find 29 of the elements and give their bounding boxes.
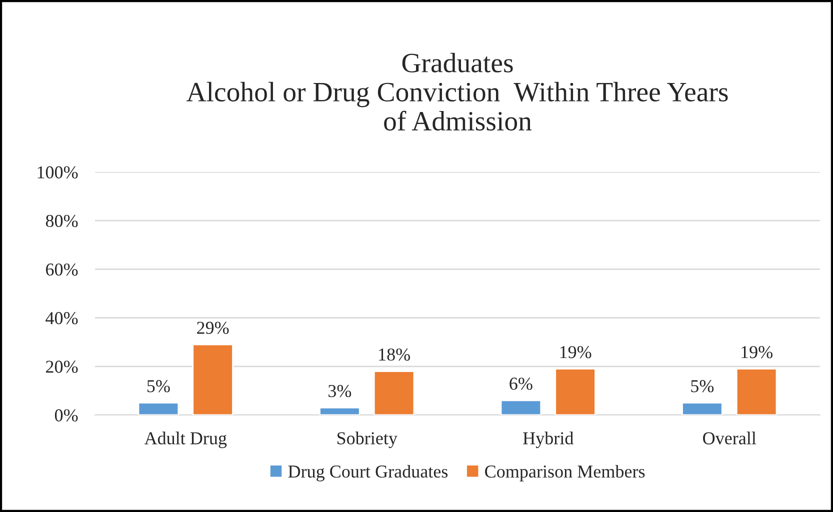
bar bbox=[736, 368, 778, 415]
y-tick-label: 100% bbox=[38, 166, 78, 178]
bar bbox=[192, 344, 234, 415]
data-label: 19% bbox=[742, 346, 772, 358]
y-tick-label: 80% bbox=[46, 214, 78, 228]
bar bbox=[138, 402, 180, 415]
x-tick-label: Sobriety bbox=[337, 432, 398, 448]
legend-label: Comparison Members bbox=[485, 464, 645, 482]
x-tick-label: Adult Drug bbox=[144, 432, 227, 448]
chart-title: Graduates Alcohol or Drug Conviction Within Three Years of Admission bbox=[186, 52, 728, 131]
bar bbox=[682, 402, 723, 415]
data-label: 18% bbox=[379, 348, 410, 361]
data-label: 5% bbox=[147, 380, 170, 392]
legend-label: Drug Court Graduates bbox=[288, 464, 448, 482]
data-label: 29% bbox=[197, 322, 229, 334]
x-tick-label: Overall bbox=[703, 432, 756, 444]
y-tick-label: 40% bbox=[46, 312, 78, 324]
y-tick-label: 20% bbox=[46, 360, 78, 373]
data-label: 6% bbox=[510, 378, 532, 390]
bar bbox=[373, 370, 415, 415]
bar bbox=[500, 400, 542, 415]
data-label: 3% bbox=[328, 384, 352, 398]
y-tick-label: 60% bbox=[46, 263, 78, 276]
data-label: 19% bbox=[560, 346, 592, 358]
bar bbox=[554, 368, 596, 415]
data-label: 5% bbox=[691, 380, 714, 392]
y-tick-label: 0% bbox=[54, 409, 78, 422]
bar bbox=[319, 407, 360, 415]
x-tick-label: Hybrid bbox=[523, 432, 574, 448]
